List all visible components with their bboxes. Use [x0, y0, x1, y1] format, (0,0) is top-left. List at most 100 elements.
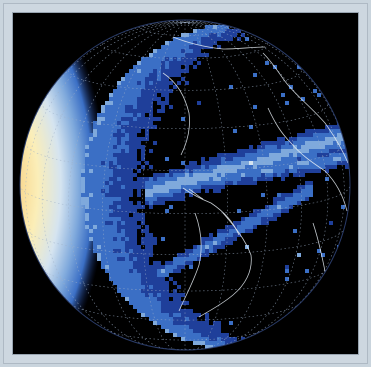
- density-pixel: [145, 189, 149, 193]
- density-pixel: [113, 265, 117, 269]
- density-pixel: [241, 149, 245, 153]
- density-pixel: [125, 289, 129, 293]
- density-pixel: [193, 45, 197, 49]
- density-pixel: [137, 293, 141, 297]
- density-pixel: [153, 281, 157, 285]
- density-pixel: [109, 201, 113, 205]
- density-pixel: [121, 89, 125, 93]
- density-pixel: [165, 97, 169, 101]
- density-pixel: [113, 269, 117, 273]
- density-pixel: [113, 101, 117, 105]
- density-pixel: [85, 153, 89, 157]
- density-pixel: [145, 261, 149, 265]
- density-pixel: [137, 185, 141, 189]
- density-pixel: [169, 177, 173, 181]
- density-pixel: [101, 249, 105, 253]
- density-pixel: [285, 197, 289, 201]
- density-pixels: [81, 25, 349, 349]
- density-pixel: [277, 149, 281, 153]
- density-pixel: [125, 129, 129, 133]
- density-pixel: [213, 177, 217, 181]
- density-pixel: [121, 85, 125, 89]
- density-pixel: [129, 85, 133, 89]
- density-pixel: [233, 177, 237, 181]
- density-pixel: [217, 333, 221, 337]
- density-pixel: [273, 205, 277, 209]
- density-pixel: [117, 213, 121, 217]
- density-pixel: [245, 165, 249, 169]
- density-pixel: [313, 137, 317, 141]
- density-pixel: [341, 141, 345, 145]
- density-pixel: [277, 197, 281, 201]
- density-pixel: [113, 209, 117, 213]
- density-pixel: [109, 169, 113, 173]
- density-pixel: [97, 233, 101, 237]
- density-pixel: [93, 189, 97, 193]
- density-pixel: [113, 249, 117, 253]
- density-pixel: [121, 129, 125, 133]
- density-pixel: [285, 277, 289, 281]
- density-pixel: [97, 257, 101, 261]
- density-pixel: [121, 197, 125, 201]
- density-pixel: [233, 129, 237, 133]
- density-pixel: [209, 37, 213, 41]
- density-pixel: [129, 141, 133, 145]
- density-pixel: [157, 73, 161, 77]
- density-pixel: [109, 189, 113, 193]
- density-pixel: [97, 229, 101, 233]
- density-pixel: [269, 161, 273, 165]
- density-pixel: [85, 185, 89, 189]
- density-pixel: [129, 149, 133, 153]
- density-pixel: [265, 149, 269, 153]
- density-pixel: [213, 321, 217, 325]
- density-pixel: [197, 185, 201, 189]
- density-pixel: [225, 169, 229, 173]
- density-pixel: [277, 209, 281, 213]
- density-pixel: [109, 121, 113, 125]
- density-pixel: [129, 133, 133, 137]
- density-pixel: [97, 189, 101, 193]
- density-pixel: [93, 121, 97, 125]
- density-pixel: [181, 185, 185, 189]
- density-pixel: [121, 165, 125, 169]
- density-pixel: [217, 229, 221, 233]
- density-pixel: [181, 325, 185, 329]
- density-pixel: [165, 181, 169, 185]
- density-pixel: [121, 277, 125, 281]
- density-pixel: [105, 229, 109, 233]
- density-pixel: [133, 297, 137, 301]
- density-pixel: [129, 221, 133, 225]
- density-pixel: [249, 221, 253, 225]
- density-pixel: [113, 277, 117, 281]
- density-pixel: [93, 129, 97, 133]
- density-pixel: [117, 285, 121, 289]
- density-pixel: [309, 137, 313, 141]
- density-pixel: [153, 53, 157, 57]
- density-pixel: [309, 181, 313, 185]
- density-pixel: [129, 69, 133, 73]
- graticule-line: [70, 303, 300, 321]
- density-pixel: [273, 217, 277, 221]
- graticule-line: [184, 21, 272, 45]
- density-pixel: [129, 237, 133, 241]
- density-pixel: [253, 165, 257, 169]
- density-pixel: [213, 157, 217, 161]
- density-pixel: [141, 109, 145, 113]
- density-pixel: [145, 285, 149, 289]
- graticule-line: [184, 22, 303, 348]
- density-pixel: [153, 289, 157, 293]
- density-pixel: [213, 165, 217, 169]
- density-pixel: [169, 321, 173, 325]
- density-pixel: [137, 309, 141, 313]
- density-pixel: [185, 169, 189, 173]
- density-pixel: [93, 221, 97, 225]
- density-pixel: [333, 137, 337, 141]
- density-pixel: [161, 85, 165, 89]
- density-pixel: [201, 333, 205, 337]
- density-pixel: [341, 145, 345, 149]
- density-pixel: [85, 193, 89, 197]
- density-pixel: [145, 193, 149, 197]
- density-pixel: [117, 177, 121, 181]
- density-pixel: [321, 157, 325, 161]
- density-pixel: [133, 205, 137, 209]
